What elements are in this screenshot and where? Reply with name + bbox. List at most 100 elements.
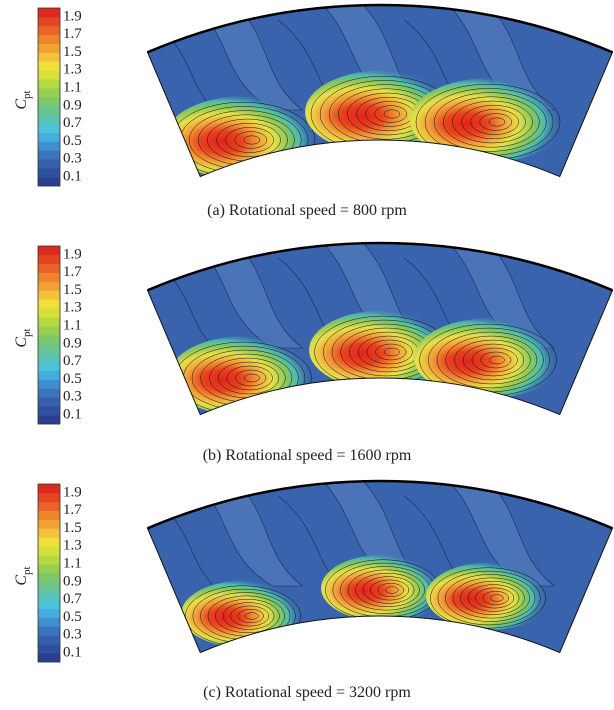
colorbar-tick-label: 1.9 (63, 246, 82, 262)
contour-line (347, 569, 425, 611)
colorbar-tick-label: 0.1 (63, 169, 82, 185)
colorbar-label: Cpt (13, 566, 33, 585)
caption: (c) Rotational speed = 3200 rpm (203, 684, 411, 701)
contour-line (475, 587, 515, 609)
colorbar-frame (37, 7, 61, 187)
panel: 1.9 1.7 1.5 1.3 1.10.9 0.7 0.5 0.3 0.1 Cpt (13, 3, 614, 187)
contour-line (385, 586, 399, 594)
contour-line (480, 351, 512, 369)
contour-line (489, 355, 505, 365)
colorbar-tick-label: 1.5 (63, 520, 82, 536)
colorbar-tick-label: 1.5 (63, 282, 82, 298)
colorbar-label-main: C (13, 337, 30, 348)
colorbar-tick-label: 0.5 (63, 133, 82, 149)
colorbar-swatch (38, 644, 60, 654)
colorbar-tick-label: 0.9 (63, 573, 82, 589)
colorbar-swatch (38, 16, 60, 27)
colorbar-swatch (38, 510, 60, 520)
colorbar-swatch (38, 70, 60, 80)
colorbar-swatch (38, 254, 60, 265)
colorbar-label-sub: pt (21, 566, 33, 575)
colorbar-swatch (38, 61, 60, 71)
contour-line (490, 594, 504, 602)
colorbar-swatch (38, 326, 60, 336)
colorbar-swatch (38, 406, 60, 416)
loss-core (426, 562, 554, 630)
contour-line (235, 369, 267, 387)
colorbar-label: Cpt (13, 328, 33, 347)
colorbar-swatch (38, 528, 60, 538)
contour-line (461, 104, 526, 140)
caption: (a) Rotational speed = 800 rpm (207, 202, 407, 219)
wake-band (443, 480, 556, 587)
colorbar-swatch (38, 317, 60, 327)
contour-line (436, 331, 544, 389)
contour-line (226, 365, 273, 391)
colorbar-swatch (38, 617, 60, 627)
contour-line (460, 580, 525, 616)
colorbar-swatch (38, 105, 60, 116)
colorbar-swatch (38, 590, 60, 600)
colorbar-tick-label: 0.3 (63, 151, 82, 167)
colorbar-swatch (38, 8, 60, 18)
colorbar-swatch (38, 361, 60, 371)
contour-line (430, 567, 546, 629)
colorbar-swatch (38, 388, 60, 398)
colorbar-label-sub: pt (21, 328, 33, 337)
colorbar-tick-label: 0.1 (63, 407, 82, 423)
caption: (b) Rotational speed = 1600 rpm (203, 447, 412, 464)
colorbar-swatch (38, 379, 60, 389)
panel: 1.9 1.7 1.5 1.3 1.10.9 0.7 0.5 0.3 0.1 Cpt (13, 241, 614, 425)
contour-line (245, 612, 259, 620)
colorbar-frame (37, 245, 61, 425)
colorbar-tick-label: 1.5 (63, 44, 82, 60)
colorbar-swatch (38, 519, 60, 529)
colorbar-swatch (38, 537, 60, 547)
contour-line (482, 591, 509, 605)
contour-line (370, 579, 410, 601)
colorbar-swatch (38, 52, 60, 62)
colorbar-swatch (38, 635, 60, 645)
colorbar-swatch (38, 343, 60, 354)
colorbar-swatch (38, 132, 60, 142)
colorbar-swatch (38, 573, 60, 583)
contour-line (445, 335, 538, 385)
colorbar-swatch (38, 88, 60, 98)
colorbar-label-sub: pt (21, 90, 33, 99)
colorbar-tick-label: 0.7 (63, 115, 82, 131)
colorbar-swatch (38, 608, 60, 618)
colorbar-tick-label: 1.3 (63, 538, 82, 554)
colorbar-label: Cpt (13, 90, 33, 109)
colorbar-tick-label: 0.7 (63, 353, 82, 369)
colorbar-tick-label: 1.7 (63, 26, 82, 42)
contour-line (374, 105, 408, 123)
colorbar-tick-label: 1.1 (63, 80, 82, 96)
colorbar-swatch (38, 581, 60, 592)
colorbar-swatch (38, 168, 60, 178)
colorbar-swatch (38, 97, 60, 107)
colorbar-swatch (38, 79, 60, 89)
colorbar-tick-label: 1.1 (63, 556, 82, 572)
contour-line (383, 109, 401, 119)
colorbar-swatch (38, 653, 60, 663)
colorbar-swatch (38, 599, 60, 609)
colorbar-swatch (38, 290, 60, 300)
colorbar-swatch (38, 123, 60, 133)
colorbar-swatch (38, 25, 60, 35)
colorbar-label-main: C (13, 99, 30, 110)
contour-line (362, 576, 415, 604)
colorbar-tick-label: 1.3 (63, 300, 82, 316)
colorbar-swatch (38, 308, 60, 318)
colorbar-tick-label: 1.3 (63, 62, 82, 78)
contour-line (237, 609, 264, 623)
contour-line (443, 96, 540, 148)
colorbar-label-main: C (13, 575, 30, 586)
contour-line (366, 339, 413, 365)
contour-line (452, 577, 530, 619)
colorbar-tick-label: 1.7 (63, 264, 82, 280)
contour-line (243, 135, 261, 145)
colorbar-swatch (38, 335, 60, 345)
colorbar-tick-label: 1.1 (63, 318, 82, 334)
contour-line (488, 117, 506, 127)
colorbar-tick-label: 0.3 (63, 389, 82, 405)
